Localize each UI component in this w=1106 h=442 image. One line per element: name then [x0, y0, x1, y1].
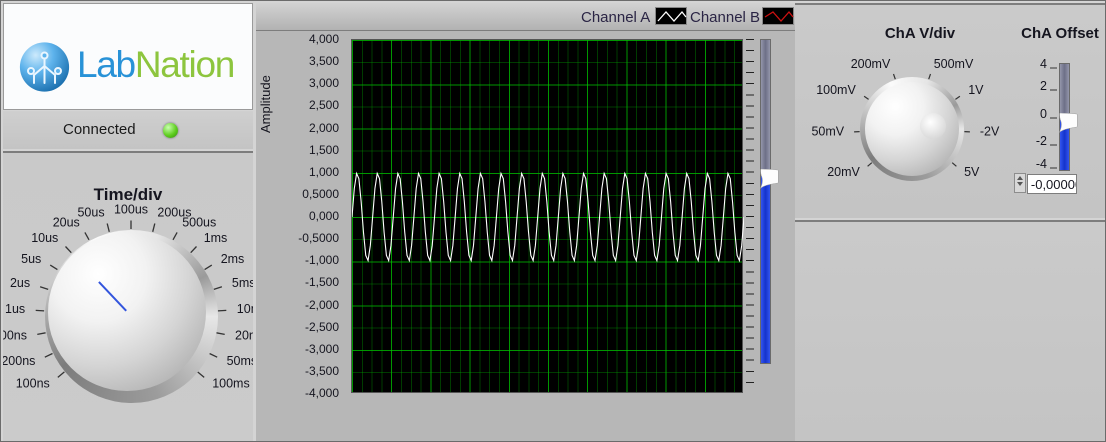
svg-text:100us: 100us — [114, 202, 148, 216]
svg-text:-2: -2 — [1036, 134, 1047, 148]
svg-text:LabNation: LabNation — [77, 44, 234, 85]
svg-text:4: 4 — [1040, 57, 1047, 71]
svg-text:2: 2 — [1040, 79, 1047, 93]
svg-text:500ns: 500ns — [3, 329, 27, 343]
svg-text:500us: 500us — [182, 215, 216, 229]
svg-text:50us: 50us — [77, 206, 104, 220]
svg-text:20us: 20us — [53, 215, 80, 229]
svg-text:0: 0 — [1040, 107, 1047, 121]
svg-text:-4: -4 — [1036, 157, 1047, 171]
svg-text:20ms: 20ms — [235, 329, 253, 343]
svg-text:2us: 2us — [10, 276, 30, 290]
svg-text:5us: 5us — [21, 252, 41, 266]
svg-text:100ms: 100ms — [212, 376, 250, 390]
svg-text:1us: 1us — [5, 302, 25, 316]
svg-text:5ms: 5ms — [232, 276, 253, 290]
svg-text:2ms: 2ms — [221, 252, 245, 266]
svg-text:50ms: 50ms — [227, 354, 253, 368]
svg-text:200ns: 200ns — [3, 354, 35, 368]
svg-text:10ms: 10ms — [237, 302, 253, 316]
